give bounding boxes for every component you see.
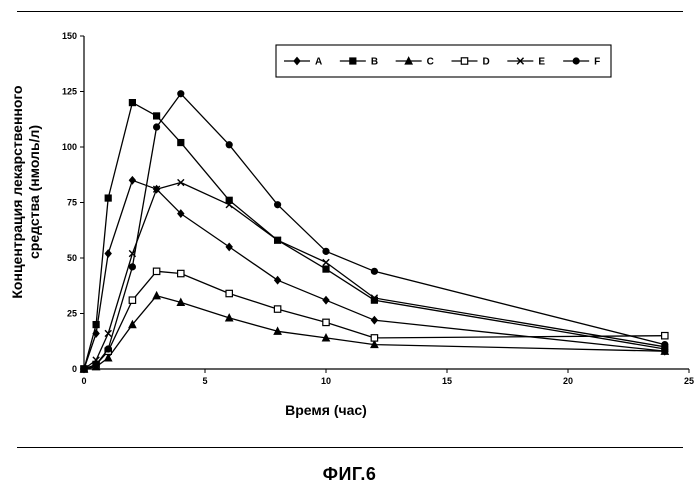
series-f-point	[371, 268, 377, 274]
series-b-point	[178, 139, 184, 145]
y-tick-label: 75	[67, 198, 77, 208]
series-b-point	[129, 99, 135, 105]
series-layer	[80, 91, 668, 373]
figure-caption: ФИГ.6	[0, 464, 699, 485]
series-f-point	[662, 341, 668, 347]
series-b	[81, 99, 668, 372]
series-d-point	[274, 306, 280, 312]
y-tick-label: 0	[72, 364, 77, 374]
series-f-point	[153, 124, 159, 130]
series-b-point	[323, 266, 329, 272]
legend: A B C D E F	[276, 45, 611, 77]
series-a-point	[129, 177, 135, 185]
legend-box	[276, 45, 611, 77]
y-tick-label: 125	[62, 87, 77, 97]
series-d-point	[323, 319, 329, 325]
x-tick-label: 0	[81, 376, 86, 386]
series-f-point	[81, 366, 87, 372]
legend-label: E	[538, 57, 545, 68]
y-axis-title-line-2: средства (нмоль/л)	[26, 125, 42, 259]
series-d-point	[371, 335, 377, 341]
series-f-point	[129, 264, 135, 270]
x-axis-title: Время (час)	[285, 402, 367, 418]
series-f-point	[323, 248, 329, 254]
series-b-point	[153, 113, 159, 119]
series-a-point	[371, 316, 377, 324]
y-tick-label: 150	[62, 31, 77, 41]
x-tick-label: 10	[321, 376, 331, 386]
legend-label: B	[371, 57, 378, 68]
series-d-point	[226, 290, 232, 296]
bottom-rule	[17, 447, 683, 448]
series-f-point	[93, 361, 99, 367]
legend-label: C	[427, 57, 434, 68]
series-d-point	[129, 297, 135, 303]
series-b-point	[93, 321, 99, 327]
y-axis-title: Концентрация лекарственного средства (нм…	[9, 85, 42, 298]
series-f-point	[274, 202, 280, 208]
series-f	[81, 91, 668, 373]
legend-swatch-marker	[461, 58, 467, 64]
legend-label: A	[315, 57, 322, 68]
y-tick-label: 50	[67, 253, 77, 263]
series-e-point	[323, 259, 329, 265]
y-tick-label: 100	[62, 142, 77, 152]
series-d-point	[178, 270, 184, 276]
series-d-point	[662, 333, 668, 339]
y-tick-label: 25	[67, 309, 77, 319]
series-a-point	[105, 250, 111, 258]
series-a-point	[226, 243, 232, 251]
y-axis-title-line-1: Концентрация лекарственного	[9, 85, 25, 298]
x-tick-label: 20	[563, 376, 573, 386]
legend-label: D	[483, 57, 490, 68]
series-d-point	[153, 268, 159, 274]
x-tick-label: 25	[684, 376, 694, 386]
series-a-point	[274, 276, 280, 284]
series-a-point	[323, 296, 329, 304]
series-f-point	[178, 91, 184, 97]
axes: 0 25 50 75 100 125 150 0 5 10 15 20 25	[62, 31, 694, 386]
series-f-line	[84, 94, 665, 369]
series-e-point	[105, 330, 111, 336]
x-tick-label: 15	[442, 376, 452, 386]
series-c-point	[153, 292, 160, 299]
legend-swatch-marker	[573, 58, 579, 64]
series-b-line	[84, 103, 665, 369]
x-tick-label: 5	[202, 376, 207, 386]
series-f-point	[226, 142, 232, 148]
series-f-point	[105, 346, 111, 352]
series-b-point	[105, 195, 111, 201]
legend-label: F	[594, 57, 600, 68]
legend-swatch-marker	[350, 58, 356, 64]
